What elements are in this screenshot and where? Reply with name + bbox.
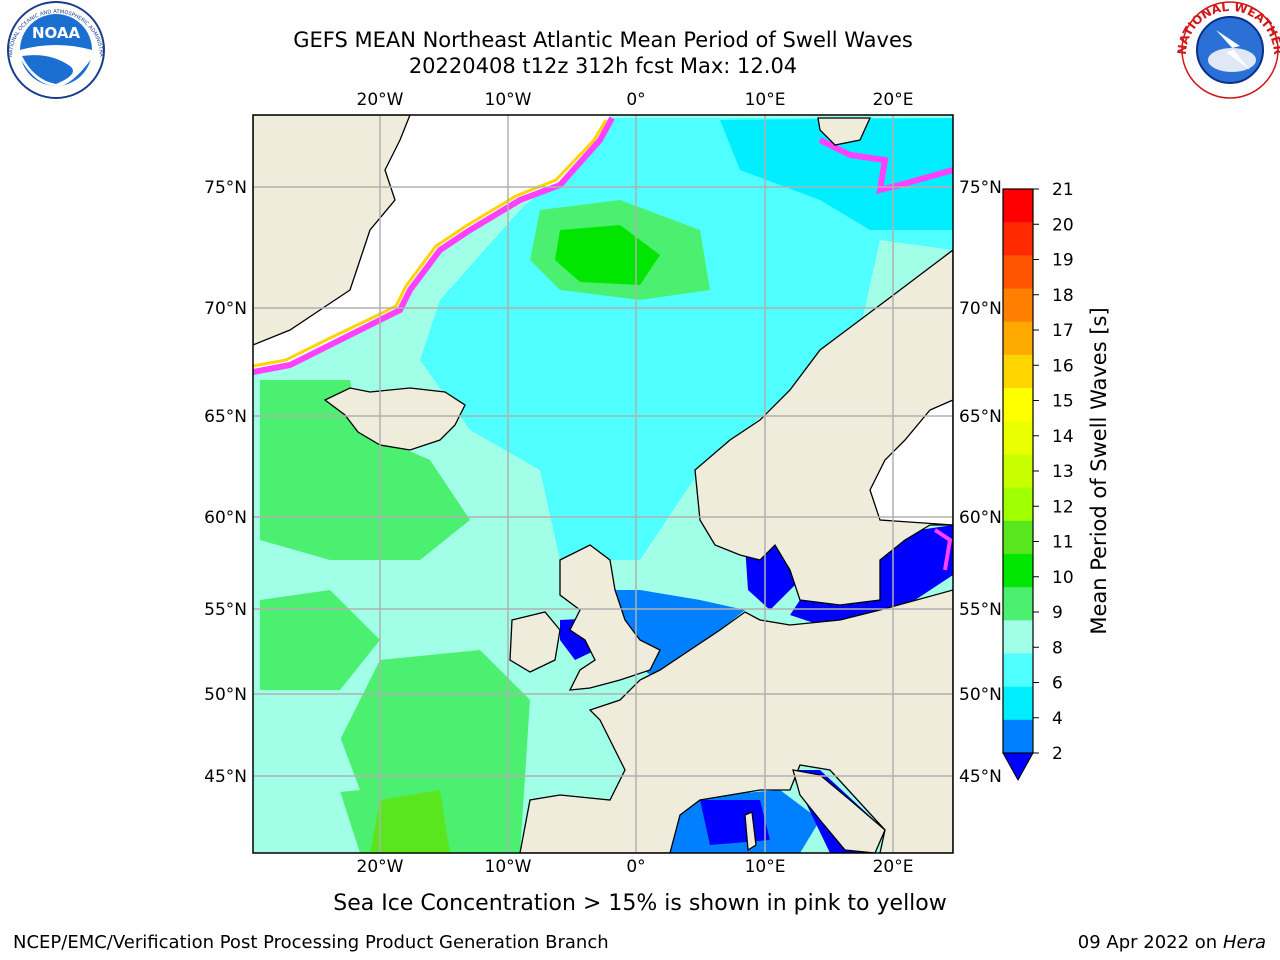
left-lat-label: 75°N	[204, 178, 247, 198]
colorbar-band	[1003, 686, 1033, 721]
finland-gulf-shore	[869, 399, 953, 526]
colorbar-tick-label: 17	[1052, 321, 1074, 341]
colorbar-band	[1003, 421, 1033, 455]
colorbar-label: Mean Period of Swell Waves [s]	[1087, 307, 1111, 634]
colorbar-band	[1003, 454, 1033, 489]
left-lat-label: 50°N	[204, 685, 247, 705]
iceland	[323, 387, 466, 451]
bottom-lon-label: 20°E	[873, 857, 914, 877]
colorbar-tick-label: 4	[1052, 709, 1063, 729]
bottom-lon-label: 20°W	[357, 857, 404, 877]
right-lat-label: 75°N	[959, 178, 1002, 198]
colorbar-tick-label: 9	[1052, 603, 1063, 623]
colorbar-band	[1003, 520, 1033, 555]
colorbar-tick-label: 14	[1052, 427, 1074, 447]
italy	[792, 769, 886, 853]
colorbar: 21 20 19 18 17 16 15 14 13 12 11 10 9 8 6 4 2 Mean Perio…	[1002, 180, 1111, 782]
run-date-text: 09 Apr 2022 on	[1077, 932, 1223, 953]
svg-text:NATIONAL WEATHER SERVICE: NATIONAL WEATHER SERVICE	[0, 0, 1280, 55]
top-lon-label: 10°W	[485, 90, 532, 110]
bottom-lon-label: 10°W	[485, 857, 532, 877]
colorbar-under-triangle	[1002, 752, 1034, 782]
colorbar-band	[1003, 719, 1033, 754]
nws-logo: NATIONAL WEATHER SERVICE	[0, 0, 1280, 99]
top-lon-label: 20°E	[873, 90, 914, 110]
colorbar-tick-label: 12	[1052, 497, 1074, 517]
top-lon-label: 10°E	[745, 90, 786, 110]
sea-ice-edge-inner	[253, 119, 608, 368]
colorbar-band	[1003, 620, 1033, 654]
colorbar-band	[1003, 388, 1033, 422]
colorbar-tick-label: 11	[1052, 533, 1074, 553]
colorbar-band	[1003, 587, 1033, 621]
colorbar-band	[1003, 288, 1033, 323]
right-lat-label: 65°N	[959, 407, 1002, 427]
top-lon-label: 20°W	[357, 90, 404, 110]
graticule	[253, 115, 953, 853]
top-lon-label: 0°	[626, 90, 645, 110]
colorbar-tick-label: 15	[1052, 392, 1074, 412]
colorbar-tick-label: 2	[1052, 744, 1063, 764]
colorbar-tick-label: 18	[1052, 286, 1074, 306]
chart-title: GEFS MEAN Northeast Atlantic Mean Period…	[293, 28, 913, 52]
nws-logo-ring: NATIONAL WEATHER SERVICE	[0, 0, 1280, 55]
sea-ice-note: Sea Ice Concentration > 15% is shown in …	[333, 891, 947, 916]
bottom-lon-label: 0°	[626, 857, 645, 877]
colorbar-band	[1003, 487, 1033, 522]
sea-ice-edge	[253, 116, 615, 375]
colorbar-band	[1003, 653, 1033, 688]
right-lat-label: 50°N	[959, 685, 1002, 705]
host-name: Hera	[1222, 932, 1266, 953]
colorbar-band	[1003, 553, 1033, 588]
left-lat-label: 60°N	[204, 508, 247, 528]
britain	[559, 544, 661, 691]
colorbar-tick-label: 16	[1052, 356, 1074, 376]
bottom-lon-label: 10°E	[745, 857, 786, 877]
colorbar-tick-label: 21	[1052, 180, 1074, 200]
baltic-ice-edge	[933, 528, 953, 571]
continental-europe	[519, 589, 953, 853]
left-lat-label: 65°N	[204, 407, 247, 427]
colorbar-band	[1003, 222, 1033, 256]
left-lat-label: 55°N	[204, 600, 247, 620]
colorbar-tick-label: 19	[1052, 251, 1074, 271]
colorbar-tick-label: 20	[1052, 215, 1074, 235]
colorbar-band	[1003, 354, 1033, 389]
colorbar-tick-label: 8	[1052, 638, 1063, 658]
corsica-sardinia	[744, 811, 757, 852]
run-date: 09 Apr 2022 on Hera	[1078, 932, 1266, 953]
svalbard	[817, 117, 872, 146]
map-frame	[252, 114, 954, 854]
swell-period-field	[260, 118, 953, 853]
right-lat-label: 70°N	[959, 299, 1002, 319]
svalbard-ice-edge	[818, 137, 953, 195]
noaa-logo: NOAA NATIONAL OCEANIC AND ATMOSPHERIC AD…	[0, 0, 105, 99]
ireland	[509, 611, 561, 673]
right-lat-label: 55°N	[959, 600, 1002, 620]
colorbar-band	[1003, 321, 1033, 356]
colorbar-tick-label: 13	[1052, 462, 1074, 482]
left-lat-label: 45°N	[204, 767, 247, 787]
colorbar-tick-label: 6	[1052, 674, 1063, 694]
right-lat-label: 45°N	[959, 767, 1002, 787]
producer-credit: NCEP/EMC/Verification Post Processing Pr…	[13, 932, 609, 953]
greenland	[253, 115, 411, 346]
left-lat-label: 70°N	[204, 299, 247, 319]
colorbar-band	[1003, 189, 1033, 223]
chart-subtitle: 20220408 t12z 312h fcst Max: 12.04	[408, 54, 798, 78]
noaa-logo-text: NOAA	[32, 24, 81, 42]
right-lat-label: 60°N	[959, 508, 1002, 528]
colorbar-band	[1003, 255, 1033, 290]
colorbar-tick-label: 10	[1052, 568, 1074, 588]
